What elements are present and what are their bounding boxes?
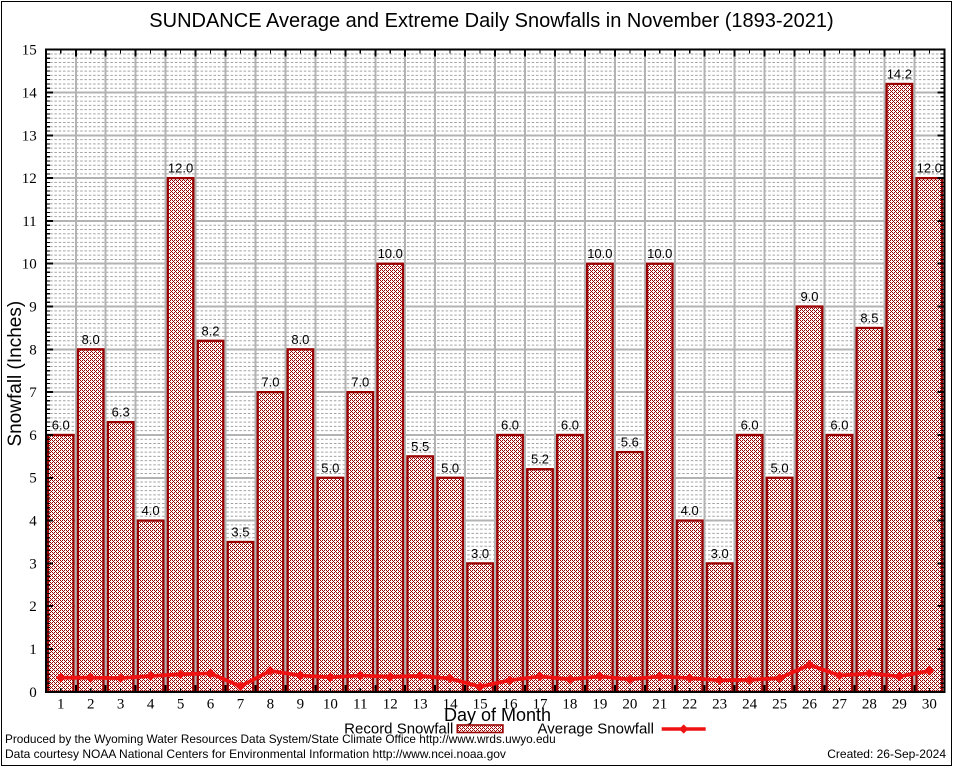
svg-text:11: 11 (22, 214, 36, 230)
svg-text:3.5: 3.5 (231, 524, 249, 539)
svg-text:10.0: 10.0 (587, 246, 612, 261)
svg-text:SUNDANCE Average and Extreme D: SUNDANCE Average and Extreme Daily Snowf… (149, 10, 833, 32)
svg-text:23: 23 (712, 697, 727, 713)
svg-text:6.0: 6.0 (830, 417, 848, 432)
svg-text:21: 21 (652, 697, 667, 713)
svg-text:25: 25 (772, 697, 787, 713)
svg-text:28: 28 (862, 697, 877, 713)
svg-text:5.0: 5.0 (441, 460, 459, 475)
svg-text:10: 10 (22, 257, 37, 273)
svg-text:5.2: 5.2 (531, 452, 549, 467)
svg-text:6: 6 (29, 428, 37, 444)
svg-text:7: 7 (237, 697, 245, 713)
svg-text:6.0: 6.0 (561, 417, 579, 432)
svg-text:Snowfall (Inches): Snowfall (Inches) (5, 301, 26, 447)
svg-text:8.0: 8.0 (82, 332, 100, 347)
svg-text:27: 27 (832, 697, 848, 713)
svg-text:3.0: 3.0 (711, 546, 729, 561)
svg-text:10.0: 10.0 (378, 246, 403, 261)
svg-text:8.0: 8.0 (291, 332, 309, 347)
svg-text:5: 5 (29, 471, 37, 487)
svg-text:3: 3 (117, 697, 125, 713)
svg-text:3: 3 (29, 556, 37, 572)
svg-text:24: 24 (742, 697, 758, 713)
svg-text:4: 4 (147, 697, 155, 713)
svg-text:1: 1 (29, 642, 37, 658)
svg-text:2: 2 (29, 599, 37, 615)
svg-text:6.0: 6.0 (52, 417, 70, 432)
svg-text:5.0: 5.0 (321, 460, 339, 475)
svg-text:4: 4 (29, 514, 37, 530)
svg-text:16: 16 (503, 697, 519, 713)
svg-text:15: 15 (473, 697, 488, 713)
svg-text:29: 29 (892, 697, 907, 713)
svg-text:5.6: 5.6 (621, 435, 639, 450)
svg-text:12: 12 (383, 697, 398, 713)
svg-text:12.0: 12.0 (917, 161, 942, 176)
svg-text:Average Snowfall: Average Snowfall (538, 721, 654, 738)
svg-text:26: 26 (802, 697, 818, 713)
svg-text:9: 9 (297, 697, 305, 713)
svg-text:Created: 26-Sep-2024: Created: 26-Sep-2024 (827, 747, 946, 761)
svg-text:8: 8 (267, 697, 275, 713)
svg-text:10: 10 (323, 697, 338, 713)
svg-text:15: 15 (22, 43, 37, 59)
svg-text:5.0: 5.0 (771, 460, 789, 475)
svg-text:20: 20 (622, 697, 637, 713)
svg-text:2: 2 (87, 697, 95, 713)
svg-text:4.0: 4.0 (142, 503, 160, 518)
svg-text:19: 19 (592, 697, 607, 713)
svg-text:7.0: 7.0 (261, 375, 279, 390)
svg-text:6.0: 6.0 (741, 417, 759, 432)
svg-text:7: 7 (29, 385, 37, 401)
svg-text:4.0: 4.0 (681, 503, 699, 518)
svg-text:30: 30 (922, 697, 937, 713)
svg-text:6.3: 6.3 (112, 405, 130, 420)
svg-text:12: 12 (22, 171, 37, 187)
svg-text:1: 1 (57, 697, 65, 713)
svg-text:7.0: 7.0 (351, 375, 369, 390)
svg-text:14.2: 14.2 (887, 66, 912, 81)
svg-text:12.0: 12.0 (168, 161, 193, 176)
svg-text:14: 14 (22, 85, 38, 101)
svg-text:13: 13 (413, 697, 428, 713)
svg-text:8.5: 8.5 (860, 310, 878, 325)
svg-text:17: 17 (532, 697, 548, 713)
svg-text:Record Snowfall: Record Snowfall (344, 721, 453, 738)
svg-text:22: 22 (682, 697, 697, 713)
svg-text:9.0: 9.0 (800, 289, 818, 304)
svg-text:13: 13 (22, 128, 37, 144)
svg-text:0: 0 (29, 685, 37, 701)
svg-text:3.0: 3.0 (471, 546, 489, 561)
svg-text:Produced by the Wyoming Water: Produced by the Wyoming Water Resources … (5, 732, 556, 746)
svg-text:6: 6 (207, 697, 215, 713)
svg-text:5.5: 5.5 (411, 439, 429, 454)
svg-text:10.0: 10.0 (647, 246, 672, 261)
svg-text:8.2: 8.2 (201, 323, 219, 338)
svg-text:14: 14 (443, 697, 459, 713)
svg-text:11: 11 (353, 697, 367, 713)
svg-text:Day of Month: Day of Month (444, 705, 551, 725)
svg-text:18: 18 (562, 697, 577, 713)
svg-text:5: 5 (177, 697, 185, 713)
svg-text:6.0: 6.0 (501, 417, 519, 432)
svg-text:Data courtesy NOAA National Ce: Data courtesy NOAA National Centers for … (5, 747, 506, 761)
svg-text:9: 9 (29, 299, 37, 315)
svg-text:8: 8 (29, 342, 37, 358)
